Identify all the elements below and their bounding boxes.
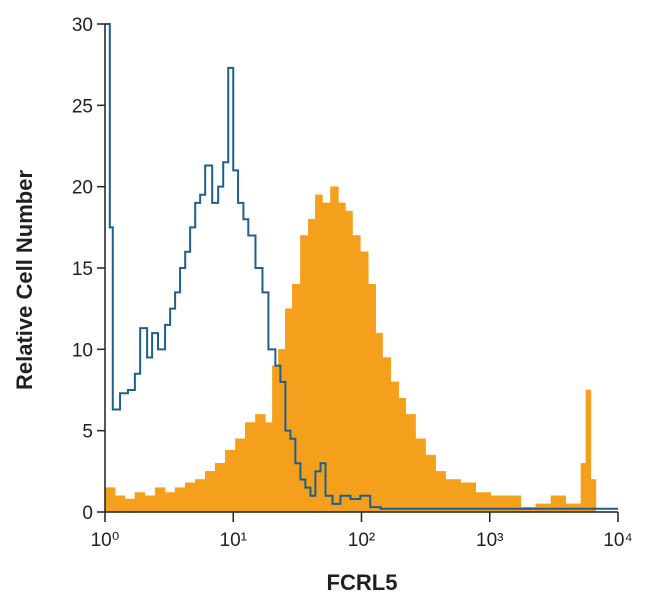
y-tick-label: 25 [72, 96, 93, 117]
y-tick-label: 15 [72, 259, 93, 280]
x-axis-label: FCRL5 [327, 570, 398, 595]
histogram-line [105, 23, 618, 510]
y-tick-label: 20 [72, 178, 93, 199]
x-tick-label: 10¹ [220, 530, 247, 551]
y-tick-label: 30 [72, 15, 93, 36]
y-tick-label: 0 [82, 503, 93, 524]
y-axis-label: Relative Cell Number [12, 170, 37, 391]
histogram-area [104, 186, 597, 513]
x-tick-label: 10⁴ [603, 530, 632, 551]
y-tick-label: 5 [82, 422, 93, 443]
x-tick-label: 10⁰ [91, 530, 120, 551]
y-tick-label: 10 [72, 340, 93, 361]
x-tick-label: 10² [348, 530, 375, 551]
x-tick-label: 10³ [476, 530, 503, 551]
